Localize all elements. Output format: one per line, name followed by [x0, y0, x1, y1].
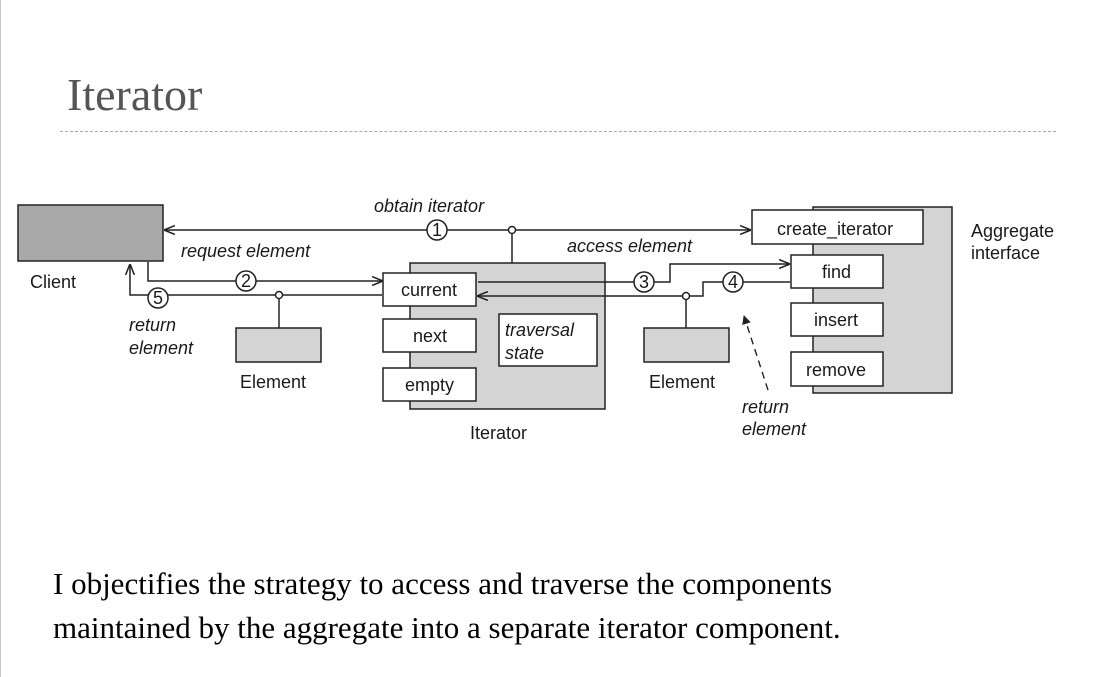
- traversal-state-label: traversal: [505, 320, 575, 340]
- method-insert-box: [790, 302, 884, 337]
- method-find-label: find: [822, 262, 851, 282]
- element-right-label: Element: [649, 372, 715, 392]
- obtain-iterator-message: obtain iterator: [374, 196, 485, 216]
- method-create-iterator-label: create_iterator: [777, 219, 893, 240]
- return-element-left-arrow: [130, 265, 382, 296]
- access-element-arrow: [478, 264, 789, 283]
- op-next-label: next: [413, 326, 447, 346]
- slide-left-border: [0, 0, 1, 677]
- slide-title: Iterator: [67, 69, 203, 120]
- op-empty-label: empty: [405, 375, 454, 395]
- traversal-state-box: [498, 313, 598, 367]
- step-5-label: 5: [153, 288, 163, 308]
- aggregate-label-line2: interface: [971, 243, 1040, 263]
- element-right-box: [643, 327, 730, 363]
- caption-line-1: I objectifies the strategy to access and…: [53, 566, 833, 601]
- op-next-box: [382, 318, 477, 353]
- iterator-label: Iterator: [470, 423, 527, 443]
- return-element-right-junction: [681, 291, 691, 301]
- method-remove-box: [790, 351, 884, 387]
- element-left-box: [235, 327, 322, 363]
- step-marker-3: 3: [633, 271, 655, 293]
- return-element-left-message-line2: element: [129, 338, 194, 358]
- access-element-message: access element: [567, 236, 693, 256]
- method-insert-label: insert: [814, 310, 858, 330]
- return-element-right-arrow: [478, 281, 790, 296]
- step-1-label: 1: [432, 220, 442, 240]
- slide-caption: I objectifies the strategy to access and…: [53, 562, 1063, 650]
- op-empty-box: [382, 367, 477, 402]
- step-4-label: 4: [728, 272, 738, 292]
- client-box: [17, 204, 164, 262]
- aggregate-label: Aggregate: [971, 221, 1054, 241]
- step-marker-4: 4: [722, 271, 744, 293]
- return-element-right-message-line2: element: [742, 419, 807, 439]
- return-element-right-message: return: [742, 397, 789, 417]
- step-3-label: 3: [639, 272, 649, 292]
- op-current-label: current: [401, 280, 457, 300]
- title-divider: [60, 131, 1056, 132]
- step-marker-5: 5: [147, 287, 169, 309]
- caption-line-2: maintained by the aggregate into a separ…: [53, 610, 841, 645]
- client-label: Client: [30, 272, 76, 292]
- return-element-left-junction: [274, 290, 284, 300]
- step-marker-1: 1: [426, 219, 448, 241]
- method-remove-label: remove: [806, 360, 866, 380]
- obtain-iterator-junction: [507, 225, 517, 235]
- element-left-label: Element: [240, 372, 306, 392]
- return-element-left-message: return: [129, 315, 176, 335]
- step-2-label: 2: [241, 271, 251, 291]
- return-element-dashed-arrow: [742, 315, 769, 391]
- method-find-box: [790, 254, 884, 289]
- op-current-box: [382, 272, 477, 307]
- request-element-arrow: [147, 262, 382, 281]
- method-create-iterator-box: [751, 209, 924, 245]
- step-marker-2: 2: [235, 270, 257, 292]
- traversal-state-label-line2: state: [505, 343, 544, 363]
- request-element-message: request element: [181, 241, 311, 261]
